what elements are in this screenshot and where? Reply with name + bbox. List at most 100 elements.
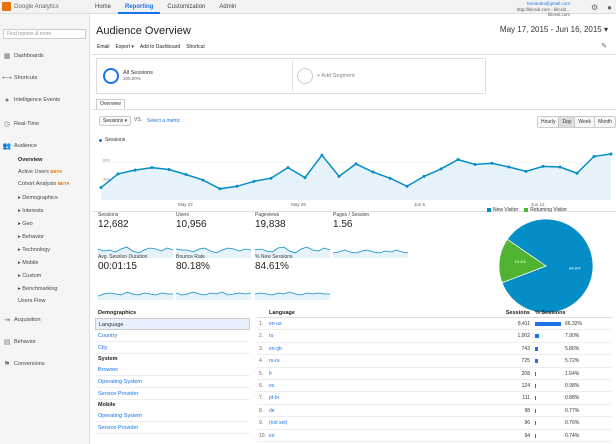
sidebar-mobile[interactable]: ▸ Mobile	[18, 260, 39, 266]
data-point[interactable]	[337, 174, 341, 178]
sidebar-item-shortcuts[interactable]: ⟷ Shortcuts	[1, 75, 38, 82]
sidebar-interests[interactable]: ▸ Interests	[18, 208, 44, 214]
tab-customization[interactable]: Customization	[167, 4, 206, 10]
sidebar-item-behavior[interactable]: ▤ Behavior	[0, 336, 90, 348]
granularity-month[interactable]: Month	[595, 117, 615, 127]
language-link[interactable]: (not set)	[269, 420, 288, 427]
dimension-browser[interactable]: Browser	[95, 364, 250, 376]
data-point[interactable]	[405, 184, 409, 188]
dimension-mobile-provider[interactable]: Service Provider	[95, 422, 250, 434]
sidebar-audience-overview[interactable]: Overview	[18, 157, 43, 163]
language-link[interactable]: es	[269, 382, 275, 389]
pie-slice-new[interactable]	[501, 218, 594, 314]
language-link[interactable]: en-us	[269, 321, 282, 327]
scorecard-users[interactable]: Users 10,956	[176, 212, 251, 258]
language-link[interactable]: en	[269, 432, 275, 439]
sidebar-geo[interactable]: ▸ Geo	[18, 221, 33, 227]
sidebar-item-acquisition[interactable]: ⇥ Acquisition	[0, 314, 90, 326]
data-point[interactable]	[490, 161, 494, 165]
scorecard-pages-session[interactable]: Pages / Session 1.56	[333, 212, 408, 258]
select-metric-link[interactable]: Select a metric	[147, 118, 181, 124]
date-range-picker[interactable]: May 17, 2015 - Jun 16, 2015 ▾	[499, 25, 608, 34]
data-point[interactable]	[320, 153, 324, 157]
sidebar-technology[interactable]: ▸ Technology	[18, 247, 51, 253]
user-icon[interactable]: ●	[607, 3, 612, 12]
data-point[interactable]	[524, 169, 528, 173]
scorecard--new-sessions[interactable]: % New Sessions 84.61%	[255, 254, 330, 300]
language-link[interactable]: en-gb	[269, 345, 282, 352]
data-point[interactable]	[167, 168, 171, 172]
dimension-language[interactable]: Language	[95, 318, 250, 330]
data-point[interactable]	[116, 172, 120, 176]
data-point[interactable]	[422, 174, 426, 178]
sidebar-behavior-sub[interactable]: ▸ Behavior	[18, 234, 44, 240]
data-point[interactable]	[286, 166, 290, 170]
data-point[interactable]	[269, 176, 273, 180]
dimension-service-provider[interactable]: Service Provider	[95, 388, 250, 400]
data-point[interactable]	[218, 187, 222, 191]
data-point[interactable]	[303, 176, 307, 180]
metric-dropdown[interactable]: Sessions ▾	[99, 116, 131, 126]
language-link[interactable]: ru	[269, 333, 274, 340]
data-point[interactable]	[507, 165, 511, 169]
scorecard-bounce-rate[interactable]: Bounce Rate 80.18%	[176, 254, 251, 300]
dimension-city[interactable]: City	[95, 342, 250, 354]
sidebar-item-dashboards[interactable]: ▦ Dashboards	[0, 50, 90, 62]
sidebar-item-audience[interactable]: 👥 Audience	[0, 140, 90, 152]
sidebar-demographics[interactable]: ▸ Demographics	[18, 195, 58, 201]
data-point[interactable]	[371, 170, 375, 174]
settings-icon[interactable]: ⚙	[590, 3, 599, 12]
tab-admin[interactable]: Admin	[219, 4, 237, 10]
add-segment-button[interactable]: + Add Segment	[297, 68, 355, 84]
search-input[interactable]: Find reports & more	[3, 29, 86, 39]
data-point[interactable]	[133, 168, 137, 172]
data-point[interactable]	[99, 186, 103, 190]
sessions-line-chart[interactable]: 600 300	[91, 142, 616, 208]
sidebar-benchmarking[interactable]: ▸ Benchmarking	[18, 286, 58, 292]
data-point[interactable]	[592, 154, 596, 158]
data-point[interactable]	[235, 184, 239, 188]
sidebar-item-conversions[interactable]: ⚑ Conversions	[0, 358, 90, 370]
data-point[interactable]	[354, 162, 358, 166]
tab-reporting[interactable]: Reporting	[118, 0, 161, 14]
granularity-hourly[interactable]: Hourly	[538, 117, 560, 127]
account-switcher[interactable]: fernando@gmail.com http://klicsiri.com -…	[517, 1, 570, 18]
visitor-pie-chart[interactable]: 84.6% 15.4%	[496, 216, 596, 316]
sidebar-cohort-analysis[interactable]: Cohort Analysis BETA	[18, 181, 70, 187]
report-settings-icon[interactable]: ✎	[601, 43, 607, 50]
language-link[interactable]: de	[269, 407, 275, 414]
pie-slice-returning[interactable]	[498, 238, 547, 284]
scorecard-sessions[interactable]: Sessions 12,682	[98, 212, 173, 258]
sidebar-active-users[interactable]: Active Users BETA	[18, 169, 63, 175]
data-point[interactable]	[456, 158, 460, 162]
dimension-mobile-os[interactable]: Operating System	[95, 410, 250, 422]
sidebar-users-flow[interactable]: Users Flow	[18, 298, 46, 304]
tab-home[interactable]: Home	[95, 4, 112, 10]
data-point[interactable]	[150, 166, 154, 170]
logo[interactable]: Google Analytics	[2, 2, 59, 11]
add-to-dashboard-button[interactable]: Add to Dashboard	[139, 44, 181, 50]
segment-all-sessions[interactable]: All Sessions 100.00%	[103, 68, 153, 84]
scorecard-avg-session-duration[interactable]: Avg. Session Duration 00:01:15	[98, 254, 173, 300]
scorecard-pageviews[interactable]: Pageviews 19,838	[255, 212, 330, 258]
data-point[interactable]	[439, 167, 443, 171]
data-point[interactable]	[252, 179, 256, 183]
export-button[interactable]: Export ▾	[115, 44, 134, 50]
granularity-week[interactable]: Week	[575, 117, 596, 127]
dimension-country[interactable]: Country	[95, 330, 250, 342]
data-point[interactable]	[473, 163, 477, 167]
data-point[interactable]	[575, 171, 579, 175]
dimension-os[interactable]: Operating System	[95, 376, 250, 388]
tab-overview[interactable]: Overview	[96, 99, 125, 109]
data-point[interactable]	[388, 176, 392, 180]
shortcut-button[interactable]: Shortcut	[186, 44, 205, 50]
data-point[interactable]	[541, 164, 545, 168]
sidebar-custom[interactable]: ▸ Custom	[18, 273, 42, 279]
data-point[interactable]	[184, 172, 188, 176]
email-button[interactable]: Email	[97, 44, 110, 50]
language-link[interactable]: ru-ru	[269, 358, 280, 365]
language-link[interactable]: pt-br	[269, 395, 280, 402]
data-point[interactable]	[558, 165, 562, 169]
sidebar-item-intelligence[interactable]: ● Intelligence Events	[0, 94, 90, 106]
data-point[interactable]	[609, 152, 613, 156]
